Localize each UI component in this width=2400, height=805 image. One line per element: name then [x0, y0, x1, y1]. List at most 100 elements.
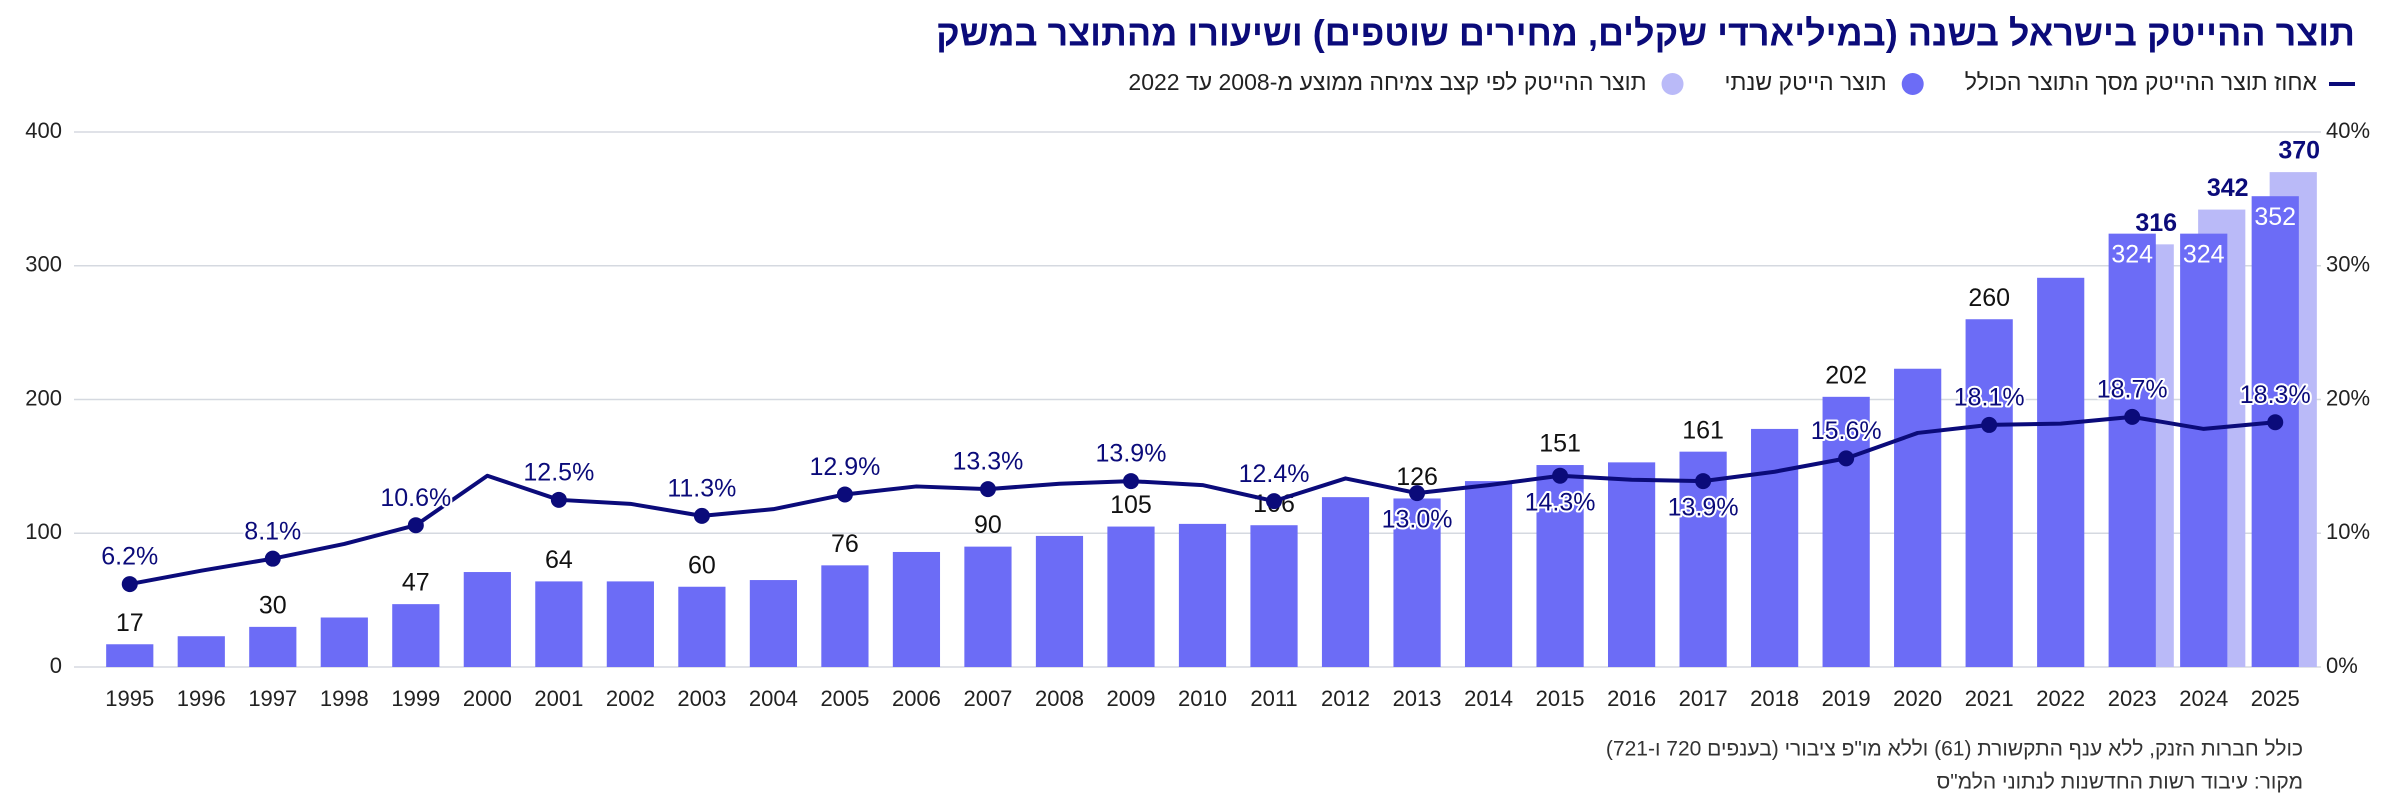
line-point	[1266, 493, 1283, 510]
y-tick-label: 400	[25, 118, 62, 143]
bar-value-label: 17	[116, 609, 144, 637]
bar	[1894, 368, 1942, 667]
line-value-label: 18.3%	[2240, 381, 2311, 409]
x-tick-label: 2009	[1107, 686, 1156, 711]
bar-value-label: 60	[688, 551, 716, 579]
bar	[1178, 523, 1227, 667]
legend-dot	[1661, 73, 1684, 95]
line-point	[264, 550, 281, 567]
x-tick-label: 2004	[749, 686, 798, 711]
bar-value-label: 47	[402, 569, 430, 597]
bar-value-label: 316	[2135, 209, 2177, 237]
bar	[964, 546, 1012, 667]
bar	[1035, 535, 1084, 667]
x-tick-label: 2020	[1893, 686, 1942, 711]
bar-value-label: 370	[2278, 137, 2320, 165]
x-tick-label: 2001	[534, 686, 583, 711]
line-value-label: 13.0%	[1382, 506, 1453, 534]
bar	[1250, 525, 1298, 667]
bar	[749, 580, 798, 667]
x-tick-label: 1999	[391, 686, 440, 711]
bar-value-label: 324	[2111, 240, 2153, 268]
bar	[177, 636, 225, 667]
bar	[1965, 319, 2013, 667]
x-tick-label: 2016	[1607, 686, 1656, 711]
bar	[892, 551, 941, 667]
bar-value-label: 342	[2207, 174, 2249, 202]
bar	[1464, 481, 1513, 667]
bar-value-label: 90	[974, 511, 1002, 539]
y-tick-label: 200	[25, 385, 62, 410]
x-tick-label: 2008	[1035, 686, 1084, 711]
line-point	[1552, 467, 1569, 484]
bar	[678, 586, 726, 667]
x-tick-label: 2002	[606, 686, 655, 711]
bar	[392, 604, 440, 667]
x-tick-label: 1998	[320, 686, 369, 711]
line-point	[693, 507, 710, 524]
bar-value-label: 30	[259, 591, 287, 619]
chart-title: תוצר ההייטק בישראל בשנה (במיליארדי שקלים…	[936, 13, 2355, 54]
bar	[249, 626, 297, 667]
line-point	[407, 517, 424, 534]
y2-tick-label: 30%	[2326, 252, 2370, 277]
bar-value-label: 76	[831, 530, 859, 558]
line-point	[1838, 450, 1855, 467]
y-tick-label: 0	[50, 653, 62, 678]
y-tick-label: 100	[25, 519, 62, 544]
x-tick-label: 1997	[248, 686, 297, 711]
line-value-label: 8.1%	[244, 517, 301, 545]
y2-tick-label: 10%	[2326, 519, 2370, 544]
bar	[535, 581, 583, 667]
bar	[2108, 233, 2156, 667]
y2-tick-label: 20%	[2326, 385, 2370, 410]
line-point	[979, 481, 996, 498]
x-tick-label: 2006	[892, 686, 941, 711]
x-tick-label: 2013	[1393, 686, 1442, 711]
line-point	[2124, 408, 2141, 425]
x-tick-label: 2000	[463, 686, 512, 711]
bar-value-label: 352	[2254, 203, 2296, 231]
bar	[821, 565, 869, 667]
x-tick-label: 2012	[1321, 686, 1370, 711]
bar	[1607, 462, 1656, 667]
bar	[320, 617, 368, 667]
source: מקור: עיבוד רשות החדשנות לנתוני הלמ"ס	[1936, 771, 2303, 794]
line-value-label: 10.6%	[380, 484, 451, 512]
line-point	[550, 491, 567, 508]
line-value-label: 14.3%	[1525, 488, 1596, 516]
line-point	[1409, 485, 1426, 502]
y-tick-label: 300	[25, 252, 62, 277]
line-value-label: 18.1%	[1954, 384, 2025, 412]
line-point	[2267, 414, 2284, 431]
line-point	[1981, 416, 1998, 433]
x-tick-label: 2014	[1464, 686, 1513, 711]
footnote: כולל חברות הזנק, ללא ענף התקשורת (61) ול…	[1606, 738, 2303, 761]
bar-value-label: 64	[545, 546, 573, 574]
line-value-label: 18.7%	[2097, 375, 2168, 403]
line-point	[836, 486, 853, 503]
x-tick-label: 2022	[2036, 686, 2085, 711]
x-tick-label: 2021	[1965, 686, 2014, 711]
x-tick-label: 2003	[677, 686, 726, 711]
bar	[1822, 396, 1870, 667]
x-tick-label: 2019	[1822, 686, 1871, 711]
x-tick-label: 2025	[2251, 686, 2300, 711]
x-tick-label: 2007	[963, 686, 1012, 711]
bar-value-label: 324	[2183, 240, 2225, 268]
line-point	[1695, 473, 1712, 490]
x-tick-label: 2023	[2108, 686, 2157, 711]
bar	[2251, 196, 2299, 667]
line	[129, 414, 2276, 587]
y2-tick-label: 0%	[2326, 653, 2358, 678]
x-tick-label: 2005	[820, 686, 869, 711]
bar	[1107, 526, 1155, 667]
y2-tick-label: 40%	[2326, 118, 2370, 143]
x-tick-label: 1995	[105, 686, 154, 711]
bar	[1536, 465, 1584, 667]
x-tick-label: 1996	[177, 686, 226, 711]
bar	[2180, 233, 2228, 667]
legend-label: תוצר ההייטק לפי קצב צמיחה ממוצע מ-2008 ע…	[1128, 69, 1646, 95]
bar	[606, 581, 654, 667]
